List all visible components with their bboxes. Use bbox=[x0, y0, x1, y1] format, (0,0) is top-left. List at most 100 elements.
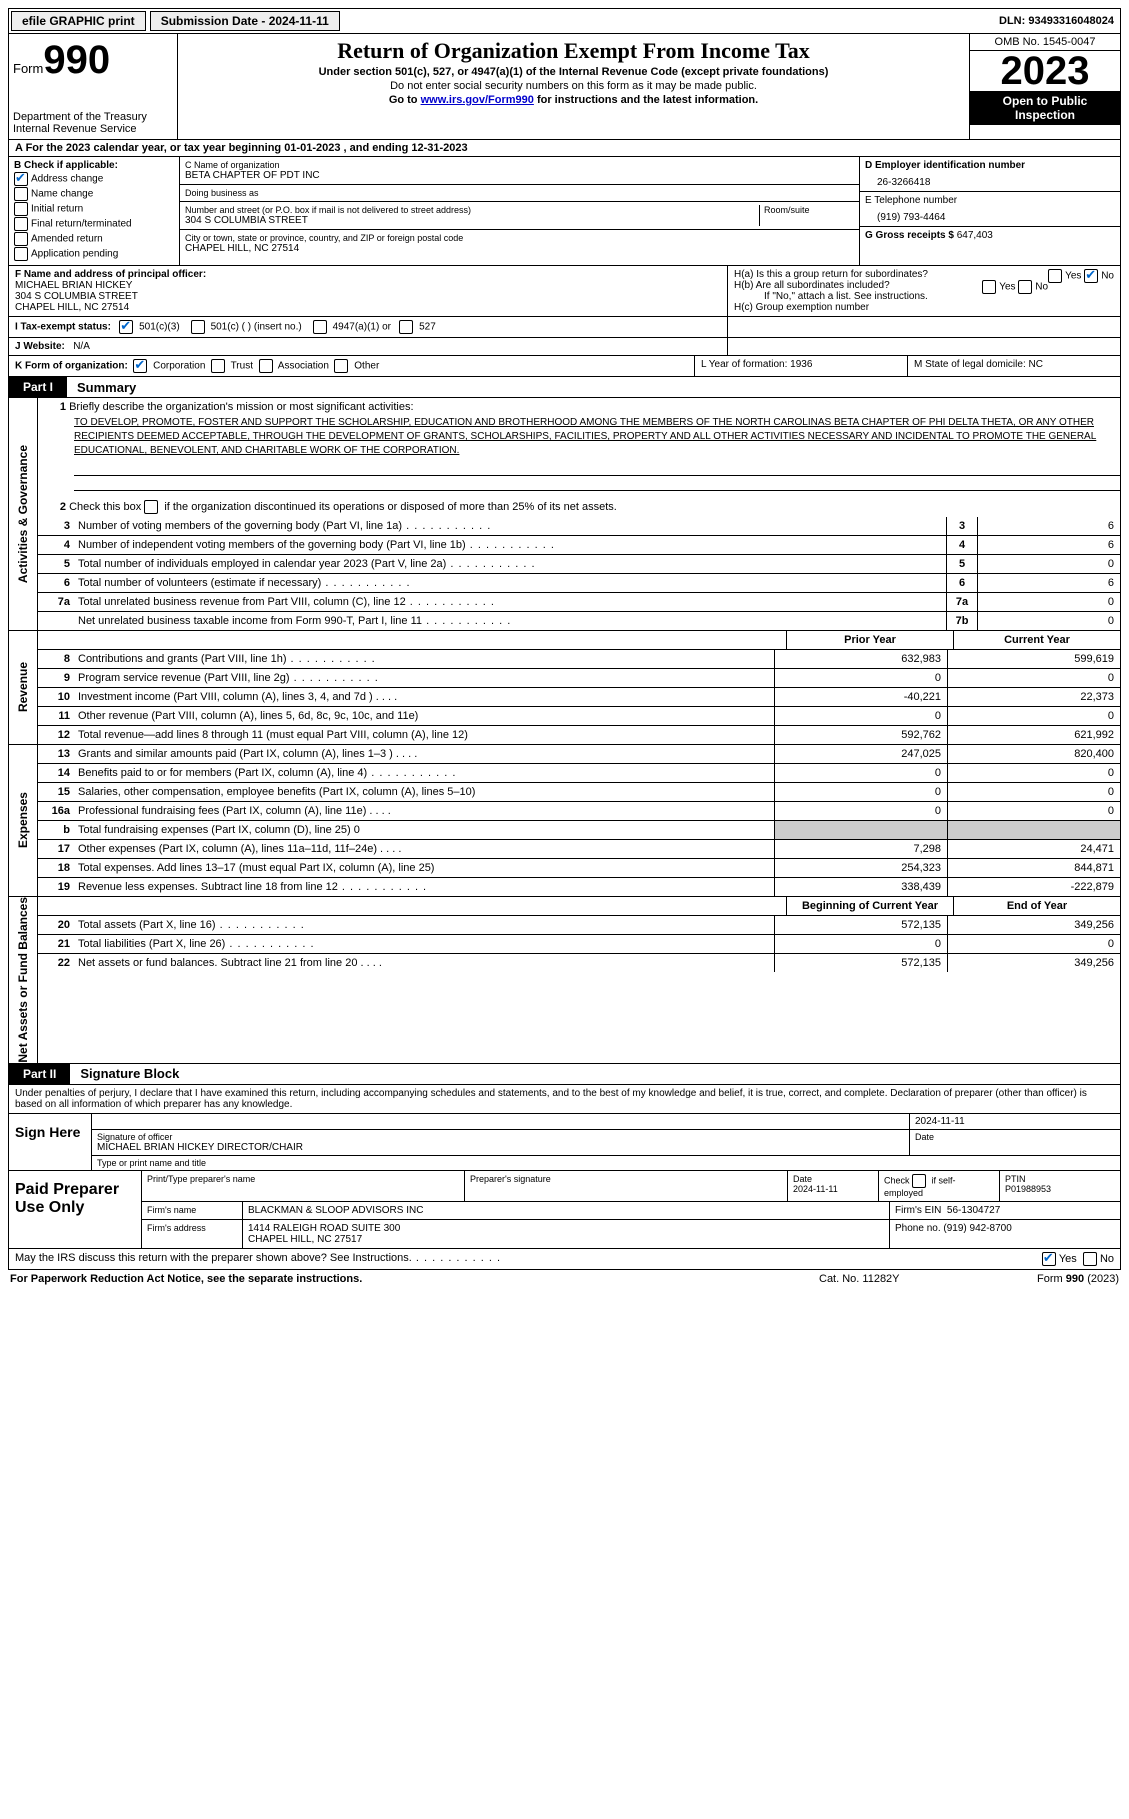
p17: 7,298 bbox=[774, 840, 947, 858]
sig-lbl: Signature of officer bbox=[97, 1132, 904, 1142]
row-l: L Year of formation: 1936 bbox=[694, 356, 907, 376]
l16b: Total fundraising expenses (Part IX, col… bbox=[74, 821, 774, 839]
dept: Department of the Treasury Internal Reve… bbox=[13, 111, 173, 135]
c9: 0 bbox=[947, 669, 1120, 687]
col-d: D Employer identification number 26-3266… bbox=[860, 157, 1120, 265]
p11: 0 bbox=[774, 707, 947, 725]
footer: For Paperwork Reduction Act Notice, see … bbox=[8, 1270, 1121, 1288]
dln: DLN: 93493316048024 bbox=[999, 15, 1120, 27]
gov-section: Activities & Governance 1 Briefly descri… bbox=[8, 398, 1121, 631]
discuss-txt: May the IRS discuss this return with the… bbox=[15, 1252, 1042, 1266]
c12: 621,992 bbox=[947, 726, 1120, 744]
row-i: I Tax-exempt status: 501(c)(3) 501(c) ( … bbox=[8, 317, 1121, 338]
v3: 6 bbox=[977, 517, 1120, 535]
type-lbl: Type or print name and title bbox=[92, 1156, 1120, 1170]
preparer-block: Paid Preparer Use Only Print/Type prepar… bbox=[8, 1171, 1121, 1249]
prep-h5: PTINP01988953 bbox=[1000, 1171, 1120, 1201]
prior-hdr: Prior Year bbox=[786, 631, 953, 649]
l4: Number of independent voting members of … bbox=[74, 536, 946, 554]
tax-year: 2023 bbox=[970, 51, 1120, 91]
blank2 bbox=[74, 476, 1120, 491]
rev-vert: Revenue bbox=[9, 631, 38, 744]
phone: (919) 942-8700 bbox=[943, 1223, 1011, 1234]
p16a: 0 bbox=[774, 802, 947, 820]
exp-section: Expenses 13Grants and similar amounts pa… bbox=[8, 745, 1121, 897]
submission-btn[interactable]: Submission Date - 2024-11-11 bbox=[150, 11, 340, 31]
part1-hdr: Part I Summary bbox=[8, 377, 1121, 398]
p14: 0 bbox=[774, 764, 947, 782]
l12: Total revenue—add lines 8 through 11 (mu… bbox=[74, 726, 774, 744]
c16a: 0 bbox=[947, 802, 1120, 820]
l15: Salaries, other compensation, employee b… bbox=[74, 783, 774, 801]
c8: 599,619 bbox=[947, 650, 1120, 668]
cb-name[interactable]: Name change bbox=[14, 187, 174, 201]
col-c: C Name of organization BETA CHAPTER OF P… bbox=[180, 157, 860, 265]
city-lbl: City or town, state or province, country… bbox=[185, 233, 854, 243]
p13: 247,025 bbox=[774, 745, 947, 763]
p22: 572,135 bbox=[774, 954, 947, 972]
p8: 632,983 bbox=[774, 650, 947, 668]
part1-black: Part I bbox=[9, 377, 67, 397]
c19: -222,879 bbox=[947, 878, 1120, 896]
cb-init[interactable]: Initial return bbox=[14, 202, 174, 216]
p16b bbox=[774, 821, 947, 839]
addr-lbl: Number and street (or P.O. box if mail i… bbox=[185, 205, 755, 215]
gross: 647,403 bbox=[957, 230, 993, 241]
c22: 349,256 bbox=[947, 954, 1120, 972]
c17: 24,471 bbox=[947, 840, 1120, 858]
c14: 0 bbox=[947, 764, 1120, 782]
prep-h2: Preparer's signature bbox=[465, 1171, 788, 1201]
net-section: Net Assets or Fund Balances Beginning of… bbox=[8, 897, 1121, 1064]
prep-title: Paid Preparer Use Only bbox=[9, 1171, 142, 1248]
row-fh: F Name and address of principal officer:… bbox=[8, 266, 1121, 317]
cb-final[interactable]: Final return/terminated bbox=[14, 217, 174, 231]
form-number: 990 bbox=[43, 38, 110, 82]
efile-btn[interactable]: efile GRAPHIC print bbox=[11, 11, 146, 31]
l13: Grants and similar amounts paid (Part IX… bbox=[74, 745, 774, 763]
prep-h1: Print/Type preparer's name bbox=[142, 1171, 465, 1201]
l14: Benefits paid to or for members (Part IX… bbox=[74, 764, 774, 782]
c10: 22,373 bbox=[947, 688, 1120, 706]
row-a: A For the 2023 calendar year, or tax yea… bbox=[8, 140, 1121, 157]
p19: 338,439 bbox=[774, 878, 947, 896]
blank1 bbox=[74, 461, 1120, 476]
cb-amend[interactable]: Amended return bbox=[14, 232, 174, 246]
ein: 26-3266418 bbox=[865, 171, 1115, 188]
c16b bbox=[947, 821, 1120, 839]
v4: 6 bbox=[977, 536, 1120, 554]
main-block: B Check if applicable: Address change Na… bbox=[8, 157, 1121, 266]
v7b: 0 bbox=[977, 612, 1120, 630]
date-lbl: Date bbox=[909, 1130, 1120, 1155]
city: CHAPEL HILL, NC 27514 bbox=[185, 243, 854, 254]
v5: 0 bbox=[977, 555, 1120, 573]
firm-addr: 1414 RALEIGH ROAD SUITE 300CHAPEL HILL, … bbox=[243, 1220, 890, 1248]
subtitle-2: Do not enter social security numbers on … bbox=[184, 80, 963, 92]
org-name: BETA CHAPTER OF PDT INC bbox=[185, 170, 854, 181]
ha: H(a) Is this a group return for subordin… bbox=[734, 269, 1114, 280]
inspection: Open to PublicInspection bbox=[970, 91, 1120, 125]
room-lbl: Room/suite bbox=[764, 205, 854, 215]
c18: 844,871 bbox=[947, 859, 1120, 877]
boy-hdr: Beginning of Current Year bbox=[786, 897, 953, 915]
form-label: Form990 bbox=[13, 38, 173, 83]
firm-ein: 56-1304727 bbox=[947, 1205, 1000, 1216]
cb-addr[interactable]: Address change bbox=[14, 172, 174, 186]
l16a: Professional fundraising fees (Part IX, … bbox=[74, 802, 774, 820]
ein-lbl: D Employer identification number bbox=[865, 160, 1115, 171]
officer-addr1: 304 S COLUMBIA STREET bbox=[15, 291, 721, 302]
f-lbl: F Name and address of principal officer: bbox=[15, 269, 721, 280]
firm-lbl: Firm's name bbox=[142, 1202, 243, 1219]
subtitle-1: Under section 501(c), 527, or 4947(a)(1)… bbox=[184, 66, 963, 78]
addr: 304 S COLUMBIA STREET bbox=[185, 215, 755, 226]
officer-name: MICHAEL BRIAN HICKEY bbox=[15, 280, 721, 291]
footer-c: Cat. No. 11282Y bbox=[819, 1273, 979, 1285]
p15: 0 bbox=[774, 783, 947, 801]
irs-link[interactable]: www.irs.gov/Form990 bbox=[421, 94, 534, 106]
c21: 0 bbox=[947, 935, 1120, 953]
form-header: Form990 Department of the Treasury Inter… bbox=[8, 34, 1121, 140]
c15: 0 bbox=[947, 783, 1120, 801]
hb2: If "No," attach a list. See instructions… bbox=[734, 291, 1114, 302]
l8: Contributions and grants (Part VIII, lin… bbox=[74, 650, 774, 668]
org-name-lbl: C Name of organization bbox=[185, 160, 854, 170]
cb-app[interactable]: Application pending bbox=[14, 247, 174, 261]
